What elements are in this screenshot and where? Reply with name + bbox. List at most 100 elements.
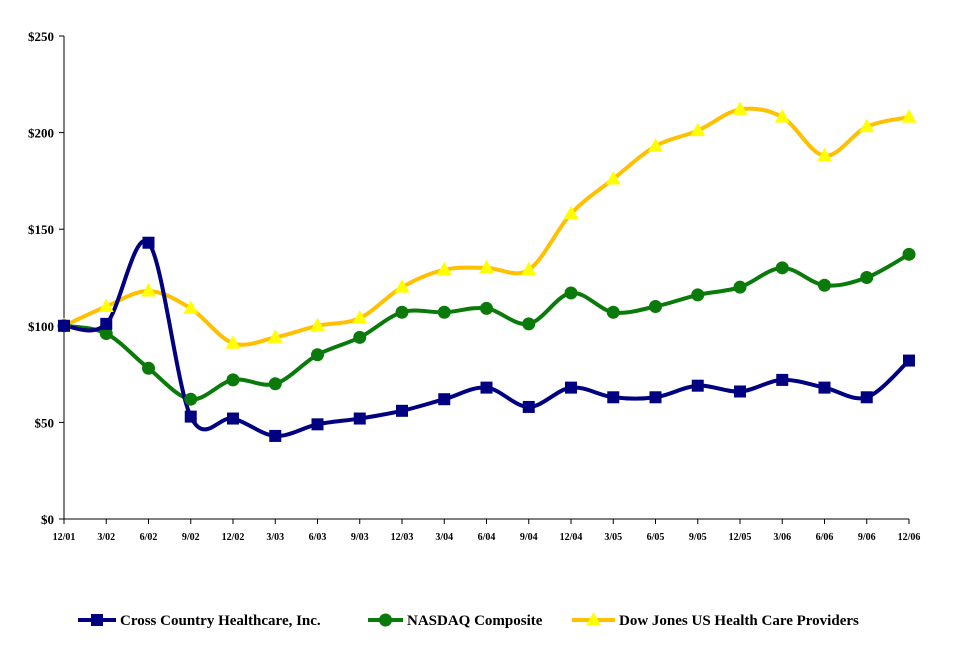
x-tick-label: 12/03: [391, 532, 414, 543]
x-tick-label: 9/04: [520, 532, 538, 543]
x-tick-label: 9/03: [351, 532, 369, 543]
data-point-marker: [901, 109, 917, 123]
x-tick-label: 12/04: [560, 532, 583, 543]
data-point-marker: [817, 147, 832, 162]
data-point-marker: [226, 373, 240, 387]
data-point-marker: [860, 391, 873, 404]
data-point-marker: [268, 377, 282, 391]
data-point-marker: [396, 404, 408, 417]
data-point-marker: [691, 379, 704, 392]
data-point-marker: [142, 236, 155, 249]
data-point-marker: [267, 329, 283, 343]
data-point-marker: [227, 412, 239, 425]
data-point-marker: [648, 138, 663, 152]
data-point-marker: [606, 305, 620, 319]
data-point-marker: [607, 391, 620, 404]
y-tick-label: $200: [28, 126, 54, 141]
data-point-marker: [859, 118, 875, 133]
data-point-marker: [225, 335, 241, 349]
x-tick-label: 3/04: [435, 532, 453, 543]
x-tick-label: 9/05: [689, 532, 707, 543]
chart-axes: [59, 35, 910, 524]
x-tick-label: 6/05: [647, 532, 665, 543]
y-tick-label: $0: [41, 512, 54, 527]
legend-label: Cross Country Healthcare, Inc.: [120, 613, 321, 629]
legend-item: NASDAQ Composite: [368, 613, 543, 629]
x-tick-label: 6/03: [309, 532, 327, 543]
x-tick-label: 9/06: [858, 532, 876, 543]
legend-marker: [91, 614, 103, 626]
data-point-marker: [395, 305, 409, 319]
data-point-marker: [818, 278, 831, 292]
x-tick-label: 6/04: [478, 532, 496, 543]
x-tick-label: 3/03: [266, 532, 284, 543]
data-point-marker: [521, 261, 537, 276]
legend-marker: [586, 612, 601, 626]
x-tick-label: 12/05: [729, 532, 752, 543]
data-point-marker: [99, 327, 113, 341]
x-tick-label: 3/06: [773, 532, 791, 543]
data-point-marker: [58, 319, 70, 332]
data-point-marker: [184, 392, 198, 406]
y-tick-labels: $0 $50 $100 $150 $200 $250: [28, 29, 54, 527]
x-tick-label: 6/02: [140, 532, 158, 543]
legend-marker: [379, 613, 392, 627]
data-point-marker: [394, 279, 410, 293]
data-point-marker: [776, 373, 789, 386]
x-tick-label: 3/05: [604, 532, 622, 543]
legend-label: Dow Jones US Health Care Providers: [619, 613, 859, 629]
data-point-marker: [902, 247, 916, 261]
y-tick-label: $250: [28, 29, 54, 44]
data-point-marker: [310, 317, 325, 332]
x-tick-label: 12/02: [222, 532, 245, 543]
data-point-marker: [479, 259, 494, 274]
data-point-marker: [311, 418, 324, 431]
data-point-marker: [100, 317, 113, 330]
data-point-marker: [690, 122, 706, 137]
x-tick-label: 6/06: [816, 532, 834, 543]
data-point-marker: [649, 299, 662, 313]
legend-item: Dow Jones US Health Care Providers: [572, 612, 859, 629]
data-point-marker: [436, 261, 452, 276]
data-point-marker: [860, 271, 874, 284]
y-tick-label: $50: [35, 415, 55, 430]
data-point-marker: [522, 317, 536, 331]
data-point-marker: [564, 286, 578, 300]
data-point-marker: [183, 300, 199, 314]
data-point-marker: [775, 261, 789, 275]
data-point-marker: [818, 381, 831, 394]
data-point-marker: [480, 381, 493, 394]
x-tick-label: 9/02: [182, 532, 200, 543]
data-point-marker: [353, 412, 366, 425]
data-point-marker: [438, 393, 451, 406]
data-point-marker: [732, 101, 748, 115]
data-point-marker: [774, 109, 790, 123]
data-point-marker: [565, 381, 577, 394]
series-markers: [56, 101, 917, 442]
data-point-marker: [184, 410, 197, 423]
data-point-marker: [733, 280, 747, 294]
legend-label: NASDAQ Composite: [407, 613, 543, 629]
data-point-marker: [734, 385, 746, 398]
x-tick-label: 3/02: [97, 532, 115, 543]
data-point-marker: [98, 298, 114, 312]
y-tick-label: $100: [28, 319, 54, 334]
data-point-marker: [903, 354, 915, 367]
data-point-marker: [353, 330, 367, 344]
data-point-marker: [605, 170, 621, 185]
data-point-marker: [352, 310, 368, 324]
data-point-marker: [142, 361, 155, 375]
y-tick-label: $150: [28, 222, 54, 237]
legend: Cross Country Healthcare, Inc. NASDAQ Com…: [78, 612, 859, 629]
legend-item: Cross Country Healthcare, Inc.: [78, 613, 321, 629]
data-point-marker: [522, 400, 535, 413]
data-point-marker: [269, 429, 282, 442]
x-tick-labels: 12/01 3/02 6/02 9/02 12/02 3/03 6/03 9/03 12/03 3…: [53, 532, 921, 543]
x-tick-label: 12/06: [898, 532, 921, 543]
data-point-marker: [437, 305, 451, 319]
series-line: [63, 238, 911, 438]
data-point-marker: [649, 391, 662, 404]
data-point-marker: [480, 301, 493, 315]
data-point-marker: [563, 205, 579, 220]
data-point-marker: [141, 283, 156, 297]
